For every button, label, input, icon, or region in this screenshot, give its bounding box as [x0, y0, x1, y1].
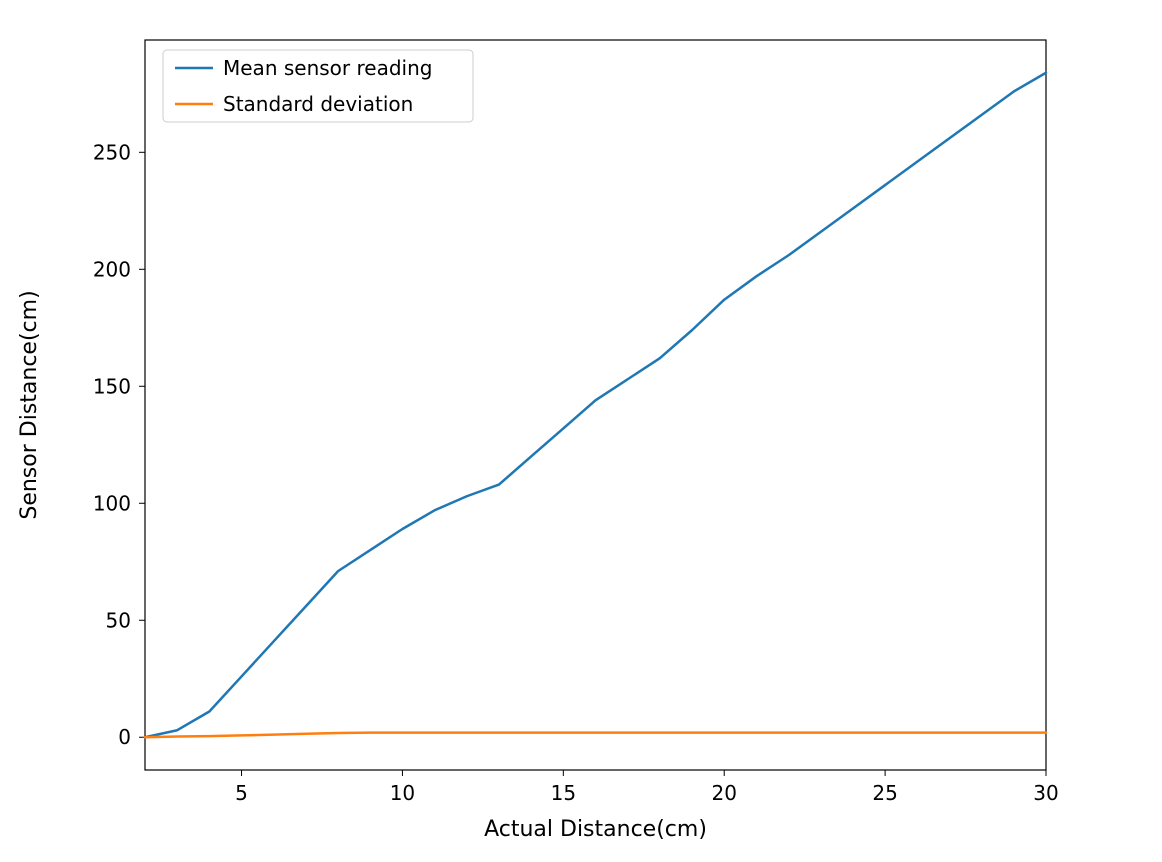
y-tick-label: 200: [93, 257, 131, 281]
y-tick-label: 0: [118, 725, 131, 749]
chart-container: 5 10 15 20 25 30 0 50 100 150 200 250 Actual Distanc…: [0, 0, 1162, 862]
legend-label: Standard deviation: [223, 92, 413, 116]
y-tick-label: 250: [93, 140, 131, 164]
x-tick-label: 30: [1033, 781, 1058, 805]
x-tick-label: 5: [235, 781, 248, 805]
y-tick-label: 150: [93, 374, 131, 398]
y-tick-label: 50: [106, 608, 131, 632]
y-axis-label: Sensor Distance(cm): [17, 290, 42, 519]
x-axis-label: Actual Distance(cm): [484, 817, 707, 842]
x-tick-label: 10: [390, 781, 415, 805]
x-tick-label: 20: [711, 781, 736, 805]
x-tick-label: 25: [872, 781, 897, 805]
x-tick-label: 15: [551, 781, 576, 805]
line-chart: 5 10 15 20 25 30 0 50 100 150 200 250 Actual Distanc…: [0, 0, 1162, 862]
y-tick-label: 100: [93, 491, 131, 515]
legend-label: Mean sensor reading: [223, 56, 432, 80]
